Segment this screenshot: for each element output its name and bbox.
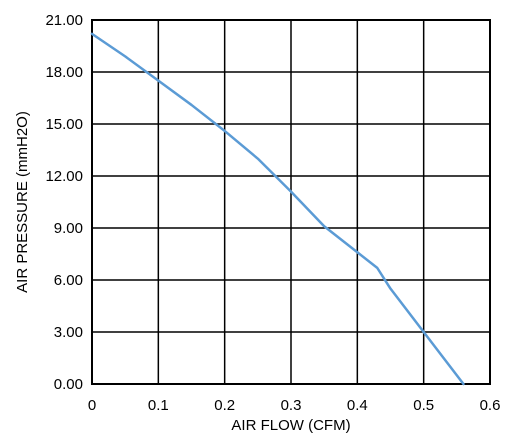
y-tick-label: 6.00 bbox=[54, 272, 83, 289]
plot-frame bbox=[91, 19, 491, 385]
x-tick-label: 0.3 bbox=[281, 397, 302, 414]
y-tick-label: 21.00 bbox=[45, 12, 83, 29]
y-tick-label: 15.00 bbox=[45, 116, 83, 133]
chart-grid bbox=[91, 19, 491, 385]
y-axis-label: AIR PRESSURE (mmH2O) bbox=[14, 111, 31, 293]
y-tick-label: 18.00 bbox=[45, 64, 83, 81]
series-group bbox=[90, 32, 465, 386]
x-tick-label: 0.5 bbox=[413, 397, 434, 414]
x-tick-label: 0.2 bbox=[214, 397, 235, 414]
x-tick-label: 0.6 bbox=[480, 397, 501, 414]
pressure-flow-curve bbox=[90, 32, 465, 386]
x-tick-label: 0.4 bbox=[347, 397, 368, 414]
y-tick-labels: 0.00 3.00 6.00 9.00 12.00 15.00 18.00 21.00 bbox=[45, 12, 83, 393]
y-tick-label: 12.00 bbox=[45, 168, 83, 185]
x-tick-labels: 0 0.1 0.2 0.3 0.4 0.5 0.6 bbox=[88, 397, 501, 414]
x-axis-label: AIR FLOW (CFM) bbox=[231, 417, 350, 434]
x-tick-label: 0.1 bbox=[148, 397, 169, 414]
y-tick-label: 3.00 bbox=[54, 324, 83, 341]
y-tick-label: 0.00 bbox=[54, 376, 83, 393]
x-tick-label: 0 bbox=[88, 397, 96, 414]
y-tick-label: 9.00 bbox=[54, 220, 83, 237]
